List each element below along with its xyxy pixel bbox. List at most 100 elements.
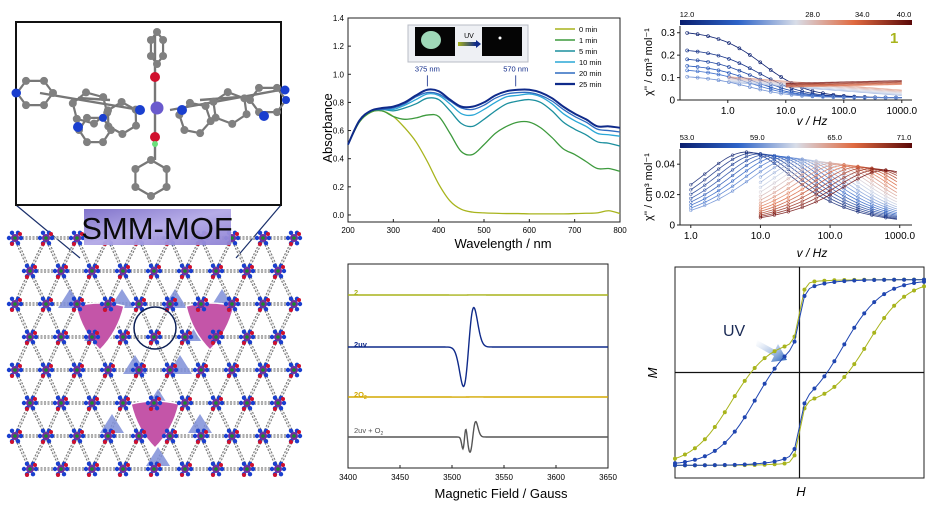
uv-x-tick-label: 200	[341, 226, 355, 235]
colorbar-tick-label: 65.0	[827, 133, 842, 142]
oxygen-atom	[87, 473, 91, 477]
nitrogen-atom	[270, 269, 274, 273]
data-point	[759, 195, 762, 198]
ac1-y-axis-label: χ'' / cm³ mol⁻¹	[643, 28, 655, 96]
epr-x-tick-label: 3550	[495, 473, 513, 482]
nitrogen-atom	[251, 467, 255, 471]
nitrogen-atom	[286, 236, 290, 240]
hysteresis-point	[842, 342, 846, 346]
nitrogen-atom	[100, 368, 104, 372]
oxygen-atom	[111, 298, 115, 302]
y-tick-label: 0	[669, 96, 675, 107]
oxygen-atom	[95, 331, 99, 335]
metal-center	[137, 368, 141, 372]
oxygen-atom	[219, 331, 223, 335]
hysteresis-point	[743, 462, 747, 466]
oxygen-atom	[250, 265, 254, 269]
carbon-atom	[83, 138, 91, 146]
oxygen-atom	[80, 364, 84, 368]
hysteresis-point	[822, 374, 826, 378]
oxygen-atom	[41, 440, 45, 444]
metal-center	[230, 302, 234, 306]
oxygen-atom	[33, 463, 37, 467]
oxygen-atom	[25, 473, 29, 477]
oxygen-atom	[49, 364, 53, 368]
hysteresis-point	[892, 304, 896, 308]
nitrogen-atom	[50, 236, 54, 240]
oxygen-atom	[235, 232, 239, 236]
carbon-atom	[118, 130, 126, 138]
carbon-atom	[147, 36, 155, 44]
nitrogen-atom	[224, 302, 228, 306]
nitrogen-atom	[131, 368, 135, 372]
oxygen-atom	[25, 275, 29, 279]
hysteresis-point	[842, 375, 846, 379]
oxygen-atom	[235, 364, 239, 368]
hysteresis-point	[693, 446, 697, 450]
uv-series-line-20min	[348, 92, 620, 144]
hysteresis-point	[872, 300, 876, 304]
metal-center	[59, 401, 63, 405]
nitrogen-atom	[135, 105, 145, 115]
nitrogen-atom	[267, 368, 271, 372]
oxygen-atom	[204, 364, 208, 368]
nitrogen-atom	[127, 269, 131, 273]
hysteresis-chart-panel: H M UV	[640, 260, 932, 505]
nitrogen-atom	[99, 114, 107, 122]
nitrogen-atom	[162, 302, 166, 306]
hysteresis-point	[783, 457, 787, 461]
nitrogen-atom	[282, 335, 286, 339]
uv-photo-inset: UV	[408, 25, 528, 62]
hysteresis-point	[812, 280, 816, 284]
hysteresis-point	[743, 379, 747, 383]
metal-center	[245, 467, 249, 471]
oxygen-atom	[258, 374, 262, 378]
nitrogen-atom	[131, 434, 135, 438]
metal-center	[13, 368, 17, 372]
oxygen-atom	[188, 331, 192, 335]
metal-center	[261, 302, 265, 306]
hysteresis-point	[862, 347, 866, 351]
oxygen-atom	[297, 232, 301, 236]
carbon-atom	[147, 52, 155, 60]
hysteresis-point	[852, 279, 856, 283]
oxygen-atom	[80, 430, 84, 434]
nitrogen-atom	[267, 302, 271, 306]
metal-center	[106, 302, 110, 306]
hysteresis-y-axis-label: M	[645, 367, 660, 378]
nitrogen-atom	[143, 434, 147, 438]
colorbar-tick-label: 53.0	[680, 133, 695, 142]
nitrogen-atom	[84, 269, 88, 273]
nitrogen-atom	[73, 122, 83, 132]
oxygen-atom	[134, 440, 138, 444]
nitrogen-atom	[146, 467, 150, 471]
metal-center	[214, 335, 218, 339]
crystal-photo-after	[482, 27, 522, 56]
colorbar-tick-label: 59.0	[750, 133, 765, 142]
carbon-atom	[90, 120, 98, 128]
oxygen-atom	[87, 275, 91, 279]
nitrogen-atom	[65, 335, 69, 339]
oxygen-atom	[219, 397, 223, 401]
hysteresis-point	[683, 453, 687, 457]
metal-center	[44, 302, 48, 306]
nitrogen-atom	[174, 368, 178, 372]
oxygen-atom	[273, 407, 277, 411]
carbon-atom	[196, 129, 204, 137]
oxygen-atom	[289, 308, 293, 312]
nitrogen-atom	[177, 105, 187, 115]
uv-y-tick-label: 0.2	[333, 183, 345, 192]
data-point	[689, 197, 692, 200]
hysteresis-point	[703, 463, 707, 467]
nitrogen-atom	[112, 434, 116, 438]
carbon-atom	[104, 106, 112, 114]
metal-center	[75, 302, 79, 306]
oxygen-atom	[266, 430, 270, 434]
nitrogen-atom	[286, 302, 290, 306]
metal-center	[90, 401, 94, 405]
oxygen-atom	[56, 473, 60, 477]
fluorine-atom	[152, 141, 158, 147]
oxygen-atom	[149, 407, 153, 411]
uv-y-tick-label: 1.4	[333, 14, 345, 23]
oxygen-atom	[149, 275, 153, 279]
